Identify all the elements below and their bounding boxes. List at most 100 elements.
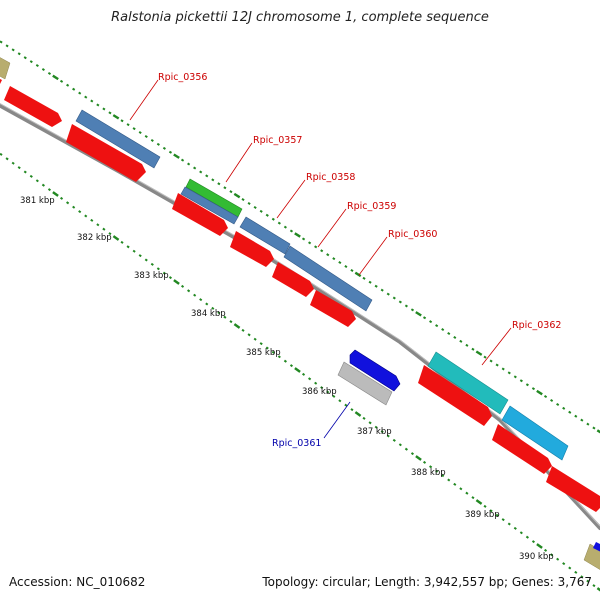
minor-tick <box>193 293 197 297</box>
minor-tick <box>580 575 584 579</box>
minor-tick <box>459 487 463 491</box>
chromosome-backbone-highlight <box>0 102 600 527</box>
minor-tick <box>199 170 203 174</box>
minor-tick <box>362 276 366 280</box>
minor-tick <box>0 152 3 156</box>
minor-tick <box>108 232 112 236</box>
minor-tick <box>187 162 191 166</box>
minor-tick <box>96 223 100 227</box>
gene-feature-rpic-0359 <box>283 245 373 312</box>
minor-tick <box>531 387 536 391</box>
major-tick <box>536 389 543 396</box>
minor-tick <box>29 174 33 178</box>
cds-track <box>0 79 600 512</box>
minor-tick <box>247 333 251 337</box>
minor-tick <box>344 403 348 407</box>
minor-tick <box>556 402 560 406</box>
minor-tick <box>314 381 318 385</box>
outer-tick-row <box>0 40 600 434</box>
minor-tick <box>96 103 100 107</box>
minor-tick <box>11 161 15 165</box>
minor-tick <box>241 198 245 202</box>
minor-tick <box>126 245 130 249</box>
minor-tick <box>586 579 590 583</box>
minor-tick <box>72 87 76 91</box>
minor-tick <box>580 418 584 422</box>
gene-label[interactable]: Rpic_0358 <box>306 172 355 183</box>
minor-tick <box>380 430 384 434</box>
gene-feature-tan-left <box>0 57 11 80</box>
minor-tick <box>320 249 324 253</box>
minor-tick <box>429 320 433 324</box>
minor-tick <box>302 372 306 376</box>
minor-tick <box>277 221 281 225</box>
gene-feature-rpic-0357 <box>180 186 239 225</box>
major-tick <box>596 587 600 592</box>
minor-tick <box>78 91 82 95</box>
minor-tick <box>102 107 106 111</box>
gene-feature-rpic-0356 <box>75 109 161 169</box>
minor-tick <box>35 179 39 183</box>
minor-tick <box>422 316 427 320</box>
minor-tick <box>253 337 257 341</box>
minor-tick <box>362 416 366 420</box>
minor-tick <box>308 241 312 245</box>
gene-label[interactable]: Rpic_0360 <box>388 229 437 240</box>
minor-tick <box>513 375 517 379</box>
minor-tick <box>350 408 354 412</box>
callout-line-rpic-0361 <box>323 401 351 439</box>
minor-tick <box>471 496 475 500</box>
kbp-label: 388 kbp <box>411 468 446 478</box>
minor-tick <box>332 257 336 261</box>
minor-tick <box>447 478 451 482</box>
kbp-labels: 381 kbp 382 kbp 383 kbp 384 kbp 385 kbp … <box>20 196 554 562</box>
minor-tick <box>374 284 378 288</box>
gene-labels: Rpic_0356 Rpic_0357 Rpic_0358 Rpic_0359 … <box>158 72 561 449</box>
kbp-label: 383 kbp <box>134 271 169 281</box>
cds-feature <box>230 231 274 267</box>
minor-tick <box>320 386 324 390</box>
major-tick <box>354 411 362 417</box>
minor-tick <box>374 425 378 429</box>
minor-tick <box>156 267 160 271</box>
major-tick <box>173 279 180 285</box>
major-tick <box>536 543 543 549</box>
minor-tick <box>217 182 221 186</box>
minor-tick <box>168 276 172 280</box>
gene-track <box>75 109 569 461</box>
minor-tick <box>501 367 505 371</box>
cds-feature <box>172 193 228 236</box>
minor-tick <box>78 210 82 214</box>
minor-tick <box>271 350 275 354</box>
minor-tick <box>193 166 197 170</box>
gene-label[interactable]: Rpic_0357 <box>253 135 302 146</box>
gene-feature-rpic-0361 <box>337 361 393 406</box>
minor-tick <box>181 284 185 288</box>
minor-tick <box>138 254 142 258</box>
minor-tick <box>5 157 9 161</box>
callout-line-rpic-0362 <box>481 327 512 366</box>
gene-label[interactable]: Rpic_0361 <box>272 438 321 449</box>
major-tick <box>294 367 301 373</box>
minor-tick <box>386 292 390 296</box>
kbp-label: 389 kbp <box>465 510 500 520</box>
gene-label[interactable]: Rpic_0359 <box>347 201 396 212</box>
minor-tick <box>513 526 517 530</box>
minor-tick <box>410 308 415 312</box>
minor-tick <box>350 268 354 272</box>
gene-label[interactable]: Rpic_0356 <box>158 72 207 83</box>
minor-tick <box>338 399 342 403</box>
minor-tick <box>138 131 142 135</box>
major-tick <box>233 192 241 199</box>
minor-tick <box>271 217 275 221</box>
minor-tick <box>217 311 221 315</box>
kbp-label: 384 kbp <box>191 309 226 319</box>
minor-tick <box>550 398 554 402</box>
minor-tick <box>453 335 457 339</box>
minor-tick <box>150 138 154 142</box>
gene-label[interactable]: Rpic_0362 <box>512 320 561 331</box>
minor-tick <box>525 535 529 539</box>
minor-tick <box>301 237 306 241</box>
